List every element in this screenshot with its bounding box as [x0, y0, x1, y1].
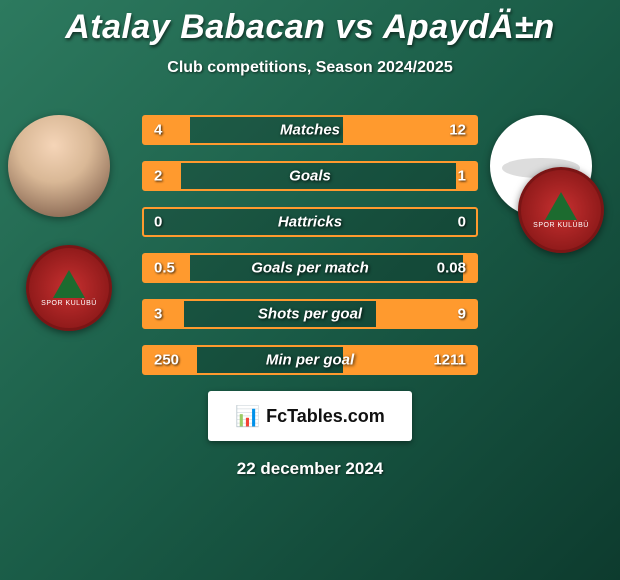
- subtitle: Club competitions, Season 2024/2025: [0, 59, 620, 77]
- stat-value-left: 250: [154, 352, 179, 369]
- chart-icon: 📊: [235, 404, 260, 429]
- stat-label: Min per goal: [266, 352, 354, 369]
- stat-row: 0 0 Hattricks: [142, 207, 478, 237]
- stat-label: Hattricks: [278, 214, 342, 231]
- page-title: Atalay Babacan vs ApaydÄ±n: [0, 8, 620, 47]
- stat-row: 2 1 Goals: [142, 161, 478, 191]
- stat-value-right: 1211: [433, 352, 466, 369]
- stat-label: Goals per match: [251, 260, 369, 277]
- stat-row: 3 9 Shots per goal: [142, 299, 478, 329]
- tree-icon: [53, 270, 85, 298]
- stat-value-right: 0.08: [437, 260, 466, 277]
- stat-label: Shots per goal: [258, 306, 362, 323]
- stat-value-right: 12: [449, 122, 466, 139]
- club-badge-left: SPOR KULÜBÜ: [26, 245, 112, 331]
- stat-value-right: 0: [458, 214, 466, 231]
- club-badge-right: SPOR KULÜBÜ: [518, 167, 604, 253]
- stat-row: 4 12 Matches: [142, 115, 478, 145]
- tree-icon: [545, 192, 577, 220]
- stat-row: 0.5 0.08 Goals per match: [142, 253, 478, 283]
- stat-label: Matches: [280, 122, 340, 139]
- stat-label: Goals: [289, 168, 331, 185]
- brand-text: FcTables.com: [266, 406, 385, 427]
- stat-value-left: 0: [154, 214, 162, 231]
- stat-value-right: 9: [458, 306, 466, 323]
- brand-box[interactable]: 📊 FcTables.com: [208, 391, 412, 441]
- stat-value-left: 0.5: [154, 260, 175, 277]
- date-line: 22 december 2024: [0, 459, 620, 479]
- club-badge-label: SPOR KULÜBÜ: [41, 300, 97, 307]
- stats-bars: 4 12 Matches 2 1 Goals 0 0 Hattricks 0.5 0.08 Goals…: [142, 115, 478, 375]
- stat-fill-left: [144, 117, 190, 143]
- club-badge-label: SPOR KULÜBÜ: [533, 222, 589, 229]
- player-avatar-left: [8, 115, 110, 217]
- stat-value-left: 2: [154, 168, 162, 185]
- stat-value-right: 1: [458, 168, 466, 185]
- stat-value-left: 4: [154, 122, 162, 139]
- stat-fill-left: [144, 301, 184, 327]
- stat-value-left: 3: [154, 306, 162, 323]
- stat-row: 250 1211 Min per goal: [142, 345, 478, 375]
- stats-area: SPOR KULÜBÜ SPOR KULÜBÜ 4 12 Matches 2 1 Goal…: [0, 115, 620, 375]
